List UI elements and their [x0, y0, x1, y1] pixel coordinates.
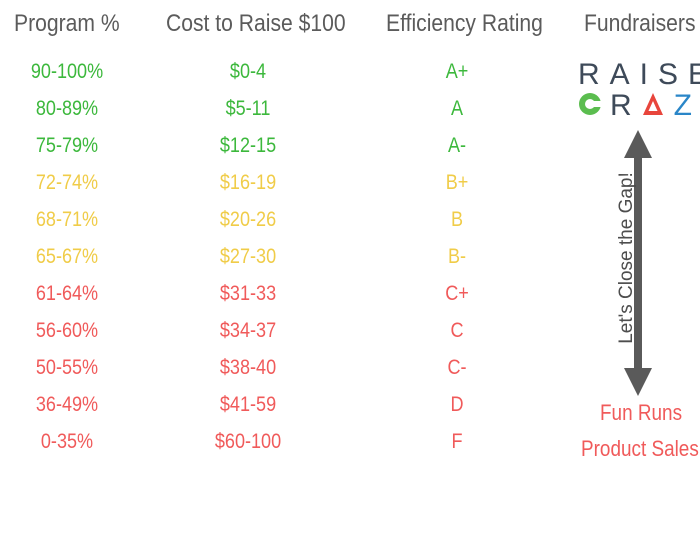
cost-range-9: $38-40 [219, 356, 277, 379]
rating-grade-8: C [450, 319, 464, 342]
cost-range-2: $5-11 [225, 97, 271, 120]
rating-grade-10: D [450, 393, 464, 416]
cost-range-10: $41-59 [219, 393, 277, 416]
program-range-5: 68-71% [35, 208, 99, 231]
logo-letter-z: Z [673, 89, 700, 122]
fundraiser-fun-runs: Fun Runs [600, 400, 683, 425]
program-range-7: 61-64% [35, 282, 99, 305]
program-range-8: 56-60% [35, 319, 99, 342]
logo-letter-a [642, 90, 664, 115]
program-range-1: 90-100% [30, 60, 104, 83]
rating-grade-7: C+ [445, 282, 469, 305]
program-range-6: 65-67% [35, 245, 99, 268]
rating-grade-5: B [450, 208, 464, 231]
rating-grade-6: B- [447, 245, 467, 268]
header-program: Program % [14, 10, 120, 37]
logo-line-craze: R ZE [578, 89, 700, 123]
program-range-2: 80-89% [35, 97, 99, 120]
rating-grade-9: C- [447, 356, 467, 379]
logo-letter-r: R [610, 89, 642, 122]
program-range-4: 72-74% [35, 171, 99, 194]
rating-grade-1: A+ [445, 60, 469, 83]
header-rating: Efficiency Rating [386, 10, 543, 37]
cost-range-5: $20-26 [219, 208, 277, 231]
header-fundraisers: Fundraisers [584, 10, 696, 37]
cost-range-8: $34-37 [219, 319, 277, 342]
program-range-9: 50-55% [35, 356, 99, 379]
logo-letter-c [578, 90, 602, 115]
close-the-gap-label: Let's Close the Gap! [616, 172, 637, 344]
cost-range-1: $0-4 [229, 60, 267, 83]
logo-a-icon [642, 93, 663, 115]
cost-range-6: $27-30 [219, 245, 277, 268]
logo-line-raise: RAISE [578, 58, 700, 91]
cost-range-3: $12-15 [219, 134, 277, 157]
rating-grade-11: F [451, 430, 463, 453]
cost-range-4: $16-19 [219, 171, 277, 194]
rating-grade-3: A- [447, 134, 467, 157]
logo-c-icon [579, 93, 602, 115]
program-range-3: 75-79% [35, 134, 99, 157]
rating-grade-4: B+ [445, 171, 469, 194]
rating-grade-2: A [450, 97, 464, 120]
program-range-11: 0-35% [40, 430, 94, 453]
program-range-10: 36-49% [35, 393, 99, 416]
cost-range-7: $31-33 [219, 282, 277, 305]
fundraiser-product-sales: Product Sales [581, 436, 699, 461]
cost-range-11: $60-100 [214, 430, 282, 453]
double-arrow-icon [624, 130, 652, 396]
header-cost: Cost to Raise $100 [166, 10, 346, 37]
